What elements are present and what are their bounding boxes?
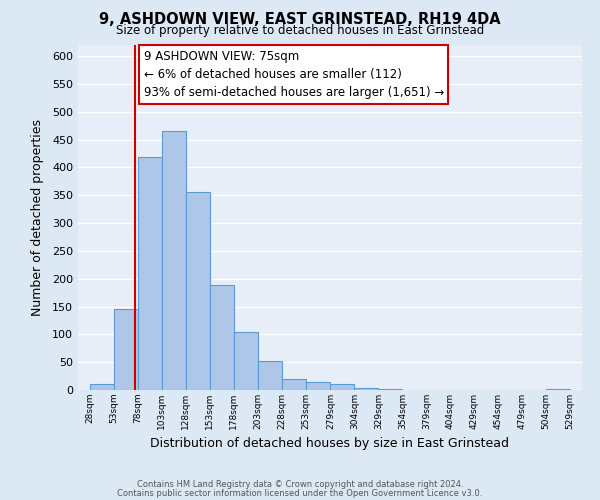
Bar — [90, 384, 114, 390]
Text: Size of property relative to detached houses in East Grinstead: Size of property relative to detached ho… — [116, 24, 484, 37]
Bar — [305, 382, 331, 390]
Bar — [186, 192, 210, 390]
Text: 9, ASHDOWN VIEW, EAST GRINSTEAD, RH19 4DA: 9, ASHDOWN VIEW, EAST GRINSTEAD, RH19 4D… — [99, 12, 501, 28]
Bar — [331, 384, 355, 390]
Text: 9 ASHDOWN VIEW: 75sqm
← 6% of detached houses are smaller (112)
93% of semi-deta: 9 ASHDOWN VIEW: 75sqm ← 6% of detached h… — [143, 50, 444, 99]
Bar — [281, 379, 305, 390]
Bar — [114, 310, 138, 390]
Bar — [257, 360, 281, 390]
Y-axis label: Number of detached properties: Number of detached properties — [31, 119, 44, 316]
Text: Contains public sector information licensed under the Open Government Licence v3: Contains public sector information licen… — [118, 488, 482, 498]
Bar — [162, 131, 186, 390]
Bar — [210, 286, 234, 390]
Bar — [546, 389, 570, 390]
Bar — [355, 388, 379, 390]
Bar — [234, 332, 257, 390]
X-axis label: Distribution of detached houses by size in East Grinstead: Distribution of detached houses by size … — [151, 438, 509, 450]
Text: Contains HM Land Registry data © Crown copyright and database right 2024.: Contains HM Land Registry data © Crown c… — [137, 480, 463, 489]
Bar — [138, 158, 162, 390]
